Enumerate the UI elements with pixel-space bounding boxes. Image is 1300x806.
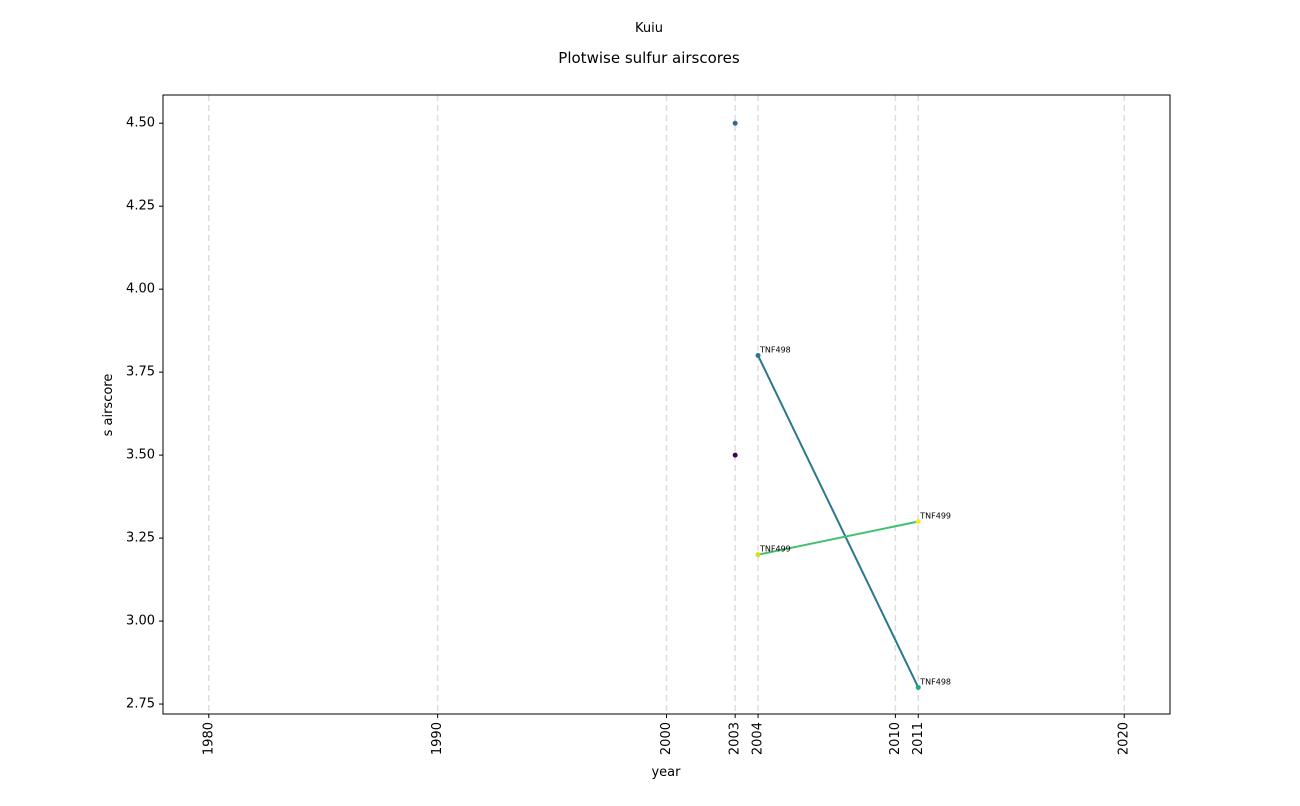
series-line xyxy=(757,355,920,688)
point xyxy=(755,353,761,359)
point xyxy=(732,120,738,126)
series-line xyxy=(757,520,919,556)
x-tick-label: 2020 xyxy=(1117,722,1132,755)
point xyxy=(732,452,738,458)
x-tick-label: 1980 xyxy=(201,722,216,755)
plot-frame xyxy=(162,94,1171,715)
chart-title: Kuiu xyxy=(635,21,663,36)
y-tick-label: 3.75 xyxy=(126,365,155,380)
y-tick-label: 4.00 xyxy=(126,282,155,297)
x-axis-label: year xyxy=(651,765,681,780)
point-label: TNF498 xyxy=(759,346,791,355)
y-tick-label: 3.50 xyxy=(126,448,155,463)
x-tick-label: 2011 xyxy=(911,722,926,755)
x-tick-label: 2004 xyxy=(751,722,766,755)
y-tick-label: 3.00 xyxy=(126,614,155,629)
y-axis-label: s airscore xyxy=(101,374,116,437)
x-tick-label: 1990 xyxy=(430,722,445,755)
x-tick-label: 2003 xyxy=(728,722,743,755)
y-tick-label: 4.25 xyxy=(126,199,155,214)
y-tick-label: 3.25 xyxy=(126,531,155,546)
point xyxy=(915,684,921,690)
y-tick-label: 4.50 xyxy=(126,116,155,131)
point xyxy=(755,552,761,558)
chart-subtitle: Plotwise sulfur airscores xyxy=(558,49,740,67)
x-tick-label: 2000 xyxy=(659,722,674,755)
y-tick-label: 2.75 xyxy=(126,697,155,712)
point-label: TNF499 xyxy=(919,511,951,520)
point-label: TNF498 xyxy=(919,677,951,686)
point-label: TNF499 xyxy=(759,545,791,554)
point xyxy=(915,518,921,524)
x-tick-label: 2010 xyxy=(888,722,903,755)
